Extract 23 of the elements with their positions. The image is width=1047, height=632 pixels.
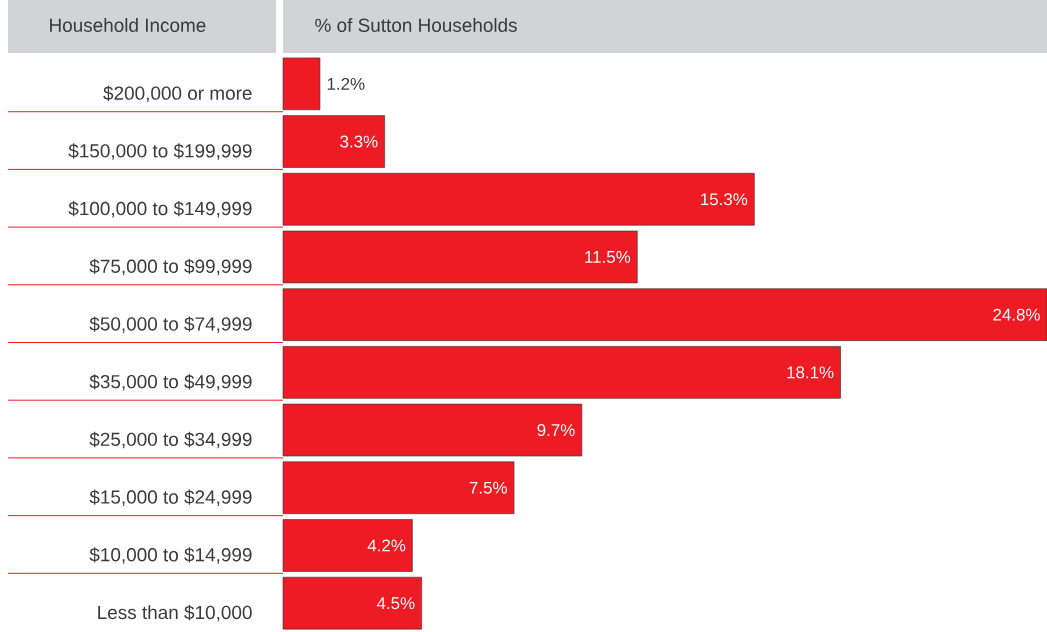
data-label: 7.5% — [469, 481, 507, 494]
data-label: 4.2% — [367, 539, 406, 552]
y-tick-label: $150,000 to $199,999 — [68, 143, 252, 160]
data-label: 4.5% — [376, 597, 415, 610]
y-tick-label: $50,000 to $74,999 — [89, 316, 252, 333]
data-label: 9.7% — [537, 424, 575, 437]
data-label: 3.3% — [340, 135, 378, 148]
y-tick-label: Less than $10,000 — [98, 604, 252, 622]
x-axis-title: % of Sutton Households — [315, 18, 517, 32]
y-axis-title: Household Income — [50, 18, 206, 32]
y-tick-label: $100,000 to $149,999 — [68, 201, 252, 218]
y-tick-label: $25,000 to $34,999 — [89, 431, 252, 449]
data-label: 15.3% — [701, 193, 748, 206]
data-label: 11.5% — [585, 251, 631, 263]
y-tick-label: $75,000 to $99,999 — [89, 258, 252, 276]
data-label: 24.8% — [993, 308, 1040, 321]
y-tick-label: $10,000 to $14,999 — [89, 547, 252, 564]
y-tick-label: $15,000 to $24,999 — [89, 489, 252, 506]
data-label: 1.2% — [327, 77, 365, 90]
bar — [282, 576, 422, 630]
data-label: 18.1% — [787, 366, 834, 379]
y-tick-label: $200,000 or more — [103, 85, 252, 103]
y-tick-label: $35,000 to $49,999 — [89, 374, 252, 391]
